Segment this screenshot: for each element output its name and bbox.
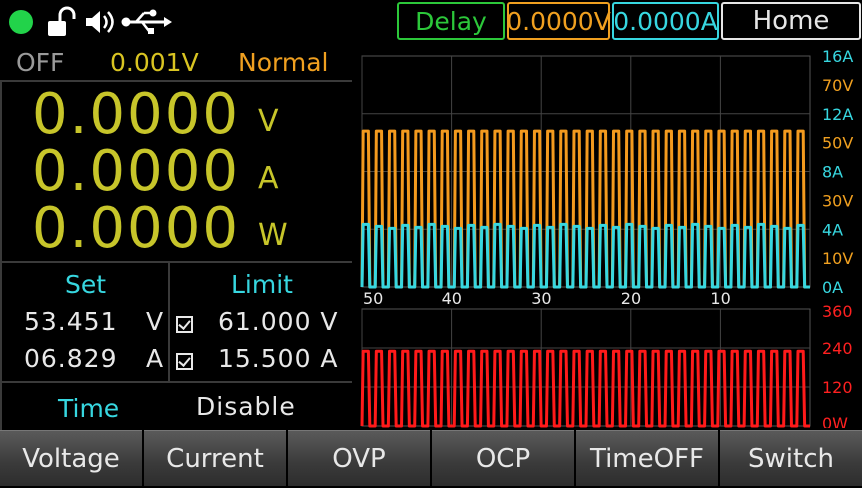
voltage-softkey[interactable]: Voltage: [0, 430, 142, 486]
output-state: OFF: [16, 48, 65, 77]
time-label: Time: [58, 394, 120, 423]
usb-icon: [121, 9, 172, 34]
power-tick-label: 120: [822, 378, 853, 397]
waveform-chart: 50 40 30 20 10 16A 12A 8A 4A 0A 70V 50V 30V 10V 360 240…: [360, 47, 853, 428]
speaker-icon: [86, 11, 114, 33]
home-button[interactable]: Home: [721, 2, 861, 40]
x-tick-label: 30: [531, 289, 551, 308]
delay-button[interactable]: Delay: [397, 2, 505, 40]
current-readout: 0.0000: [32, 139, 240, 204]
limit-current-value[interactable]: 15.500 A: [218, 344, 339, 373]
softkey-bar: Voltage Current OVP OCP TimeOFF Switch: [0, 430, 862, 488]
set-current-value[interactable]: 06.829: [24, 344, 118, 373]
x-tick-label: 20: [621, 289, 641, 308]
limit-voltage-checkbox[interactable]: [176, 316, 193, 333]
current-trace: [360, 222, 810, 289]
power-tick-label: 0W: [822, 414, 848, 428]
unlock-icon: [48, 6, 76, 36]
time-value[interactable]: Disable: [196, 392, 296, 421]
power-readout: 0.0000: [32, 196, 240, 261]
set-label: Set: [65, 270, 107, 299]
status-icons: [9, 6, 172, 36]
voltage-tick-label: 10V: [822, 249, 853, 268]
x-tick-label: 40: [442, 289, 462, 308]
current-unit: A: [258, 161, 279, 196]
power-unit: W: [258, 218, 288, 253]
current-tick-label: 0A: [822, 278, 843, 297]
set-current-unit: A: [146, 344, 165, 373]
current-display-button[interactable]: 0.0000A: [612, 2, 719, 40]
divider: [0, 80, 2, 430]
divider: [0, 381, 352, 383]
divider: [0, 80, 352, 82]
setting-value: 0.001V: [110, 48, 199, 77]
voltage-unit: V: [258, 104, 279, 139]
voltage-display-button[interactable]: 0.0000V: [506, 2, 611, 40]
power-dot-icon: [9, 10, 33, 34]
switch-softkey[interactable]: Switch: [720, 430, 862, 486]
mode-label: Normal: [238, 48, 329, 77]
voltage-tick-label: 70V: [822, 76, 853, 95]
limit-current-checkbox[interactable]: [176, 353, 193, 370]
current-tick-label: 16A: [822, 47, 853, 66]
divider: [168, 261, 170, 381]
power-tick-label: 360: [822, 302, 853, 321]
voltage-tick-label: 50V: [822, 134, 853, 153]
x-tick-label: 50: [363, 289, 383, 308]
power-tick-label: 240: [822, 339, 853, 358]
traces: [360, 129, 810, 428]
current-softkey[interactable]: Current: [144, 430, 286, 486]
axis-labels: 50 40 30 20 10 16A 12A 8A 4A 0A 70V 50V 30V 10V 360 240…: [363, 47, 853, 428]
current-tick-label: 4A: [822, 220, 843, 239]
status-bar: Delay 0.0000V 0.0000A Home: [0, 0, 862, 44]
current-tick-label: 12A: [822, 105, 853, 124]
ovp-softkey[interactable]: OVP: [288, 430, 430, 486]
x-tick-label: 10: [710, 289, 730, 308]
divider: [0, 261, 352, 263]
limit-label: Limit: [231, 270, 293, 299]
limit-voltage-value[interactable]: 61.000 V: [218, 307, 339, 336]
set-voltage-unit: V: [146, 307, 165, 336]
current-tick-label: 8A: [822, 163, 843, 182]
voltage-tick-label: 30V: [822, 191, 853, 210]
ocp-softkey[interactable]: OCP: [432, 430, 574, 486]
voltage-readout: 0.0000: [32, 82, 240, 147]
set-voltage-value[interactable]: 53.451: [24, 307, 118, 336]
power-trace: [360, 349, 810, 428]
timeoff-softkey[interactable]: TimeOFF: [576, 430, 718, 486]
readout-panel: OFF 0.001V Normal 0.0000 V 0.0000 A 0.00…: [0, 44, 352, 430]
